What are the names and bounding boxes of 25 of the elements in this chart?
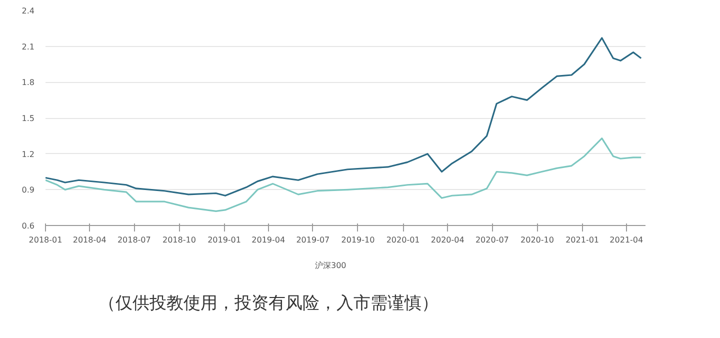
y-tick-label: 0.9: [22, 186, 35, 195]
text: 沪深300: [315, 260, 346, 271]
line-series: [46, 37, 642, 196]
line-series: [46, 138, 642, 212]
y-tick-label: 2.1: [22, 42, 35, 52]
x-tick-label: 2020-10: [520, 236, 554, 244]
y-tick-label: 2.4: [22, 6, 35, 16]
x-tick-label: 2019-07: [296, 236, 330, 244]
x-tick-label: 2018-01: [28, 236, 62, 244]
y-tick-label: 1.8: [22, 78, 35, 88]
y-tick-label: 1.2: [22, 150, 35, 159]
x-tick-label: 2019-10: [341, 236, 375, 244]
x-tick-label: 2021-04: [610, 236, 644, 244]
x-tick-label: 2020-07: [475, 236, 509, 244]
x-tick-label: 2021-01: [566, 236, 600, 244]
x-tick-label: 2018-10: [162, 236, 196, 244]
text: （仅供投教使用，投资有风险，入市需谨慎）: [98, 294, 438, 314]
x-tick-label: 2019-04: [252, 236, 286, 244]
x-tick-label: 2020-04: [430, 236, 464, 244]
x-tick-label: 2018-07: [117, 236, 151, 244]
y-tick-label: 1.5: [22, 114, 35, 123]
x-tick-label: 2019-01: [208, 236, 241, 244]
x-tick-label: 2018-04: [72, 236, 106, 244]
x-tick-label: 2020-01: [386, 236, 420, 244]
y-tick-label: 0.6: [22, 222, 35, 230]
